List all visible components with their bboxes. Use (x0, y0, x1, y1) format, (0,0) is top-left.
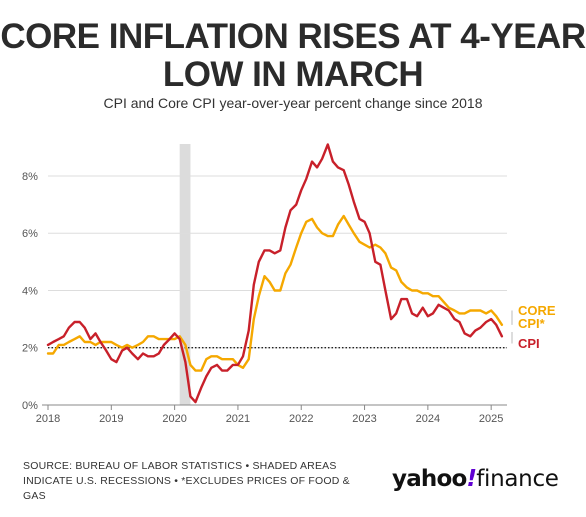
x-tick-label: 2025 (479, 413, 503, 425)
cpi-label: CPI (518, 336, 540, 351)
logo-bang: ! (466, 466, 477, 492)
x-tick-label: 2019 (99, 413, 123, 425)
core-cpi-label-line1: CORE (518, 303, 556, 318)
logo-finance-text: finance (476, 466, 559, 492)
recession-band (179, 144, 191, 405)
logo-yahoo-text: yahoo (392, 466, 467, 492)
x-tick-label: 2024 (416, 413, 440, 425)
x-tick-label: 2022 (289, 413, 313, 425)
chart-subtitle: CPI and Core CPI year-over-year percent … (103, 95, 483, 111)
y-tick-label: 0% (22, 400, 38, 412)
yahoo-finance-logo: yahoo!finance (392, 466, 559, 492)
x-tick-label: 2020 (162, 413, 186, 425)
cpi-line (46, 143, 504, 404)
y-tick-label: 2% (22, 343, 38, 355)
y-tick-label: 4% (22, 285, 38, 297)
x-tick-label: 2021 (226, 413, 250, 425)
x-tick-label: 2018 (36, 413, 60, 425)
y-tick-label: 6% (22, 228, 38, 240)
x-tick-label: 2023 (352, 413, 376, 425)
chart-title: CORE INFLATION RISES AT 4-YEAR LOW IN MA… (0, 17, 586, 94)
core-cpi-label-line2: CPI* (518, 316, 546, 331)
source-note: SOURCE: BUREAU OF LABOR STATISTICS • SHA… (23, 460, 350, 502)
y-tick-label: 8% (22, 171, 38, 183)
core-cpi-line (46, 214, 504, 372)
